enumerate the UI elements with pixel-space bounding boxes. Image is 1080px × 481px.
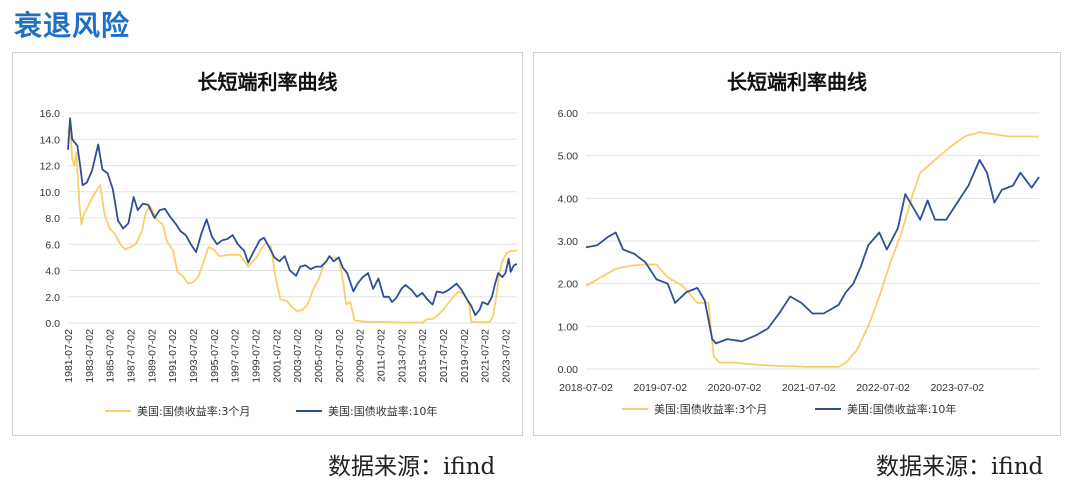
x-tick-label: 2001-07-02 (271, 329, 283, 383)
x-tick-label: 1987-07-02 (126, 329, 138, 383)
left-source-note: 数据来源：ifind (328, 454, 496, 480)
series-line-3m (67, 122, 517, 324)
y-tick-label: 5.00 (558, 151, 579, 163)
y-tick-label: 8.0 (45, 213, 60, 225)
y-tick-label: 10.0 (40, 187, 61, 199)
x-tick-label: 1993-07-02 (188, 329, 200, 383)
x-tick-label: 1997-07-02 (230, 329, 242, 383)
y-tick-label: 3.00 (558, 236, 579, 248)
y-tick-label: 6.00 (558, 108, 579, 120)
x-tick-label: 2023-07-02 (501, 329, 513, 383)
legend-label: 美国:国债收益率:3个月 (137, 404, 250, 418)
right-line-chart: 长短端利率曲线 0.00 1.00 2.00 3.00 4.00 5.00 6.00 2018-… (558, 70, 1040, 416)
series-line-10y (585, 159, 1040, 345)
right-chart-panel: 长短端利率曲线 0.00 1.00 2.00 3.00 4.00 5.00 6.00 2018-… (533, 52, 1061, 436)
x-tick-label: 2018-07-02 (559, 382, 613, 394)
y-tick-label: 4.00 (558, 193, 579, 205)
x-tick-label: 1995-07-02 (209, 329, 221, 383)
x-tick-label: 2013-07-02 (396, 329, 408, 383)
chart-title: 长短端利率曲线 (198, 70, 338, 94)
y-tick-label: 2.00 (558, 279, 579, 291)
x-tick-label: 1985-07-02 (105, 329, 117, 383)
x-tick-label: 2020-07-02 (708, 382, 762, 394)
x-tick-label: 1989-07-02 (146, 329, 158, 383)
y-tick-label: 0.0 (45, 318, 60, 330)
x-tick-label: 2007-07-02 (334, 329, 346, 383)
y-tick-label: 12.0 (40, 161, 61, 173)
left-line-chart: 长短端利率曲线 0.0 2.0 4.0 6.0 8.0 10.0 12.0 14.0 16.0 19… (40, 70, 518, 418)
x-tick-label: 2003-07-02 (292, 329, 304, 383)
chart-title: 长短端利率曲线 (727, 70, 867, 94)
x-tick-label: 2015-07-02 (417, 329, 429, 383)
y-tick-label: 6.0 (45, 239, 60, 251)
x-tick-label: 2021-07-02 (782, 382, 836, 394)
y-tick-label: 2.0 (45, 292, 60, 304)
y-tick-label: 4.0 (45, 266, 60, 278)
page-title: 衰退风险 (14, 9, 131, 42)
x-tick-label: 2019-07-02 (633, 382, 687, 394)
legend-label: 美国:国债收益率:10年 (847, 402, 956, 416)
x-tick-label: 1999-07-02 (251, 329, 263, 383)
x-tick-label: 1983-07-02 (84, 329, 96, 383)
x-tick-label: 2022-07-02 (856, 382, 910, 394)
x-tick-label: 2021-07-02 (480, 329, 492, 383)
x-tick-label: 1981-07-02 (63, 329, 75, 383)
x-tick-label: 2017-07-02 (438, 329, 450, 383)
y-tick-label: 0.00 (558, 364, 579, 376)
right-source-note: 数据来源：ifind (876, 454, 1044, 480)
left-chart-panel: 长短端利率曲线 0.0 2.0 4.0 6.0 8.0 10.0 12.0 14.0 16.0 19… (12, 52, 523, 436)
series-line-3m (585, 131, 1039, 368)
x-tick-label: 2005-07-02 (313, 329, 325, 383)
y-tick-label: 1.00 (558, 321, 579, 333)
x-tick-label: 2023-07-02 (930, 382, 984, 394)
legend-label: 美国:国债收益率:3个月 (654, 402, 767, 416)
series-line-10y (67, 117, 518, 317)
y-tick-label: 14.0 (40, 134, 61, 146)
x-tick-label: 2009-07-02 (355, 329, 367, 383)
x-tick-label: 2011-07-02 (376, 329, 388, 382)
legend-label: 美国:国债收益率:10年 (328, 404, 437, 418)
x-tick-label: 1991-07-02 (167, 329, 179, 383)
y-tick-label: 16.0 (40, 108, 61, 120)
x-tick-label: 2019-07-02 (459, 329, 471, 383)
